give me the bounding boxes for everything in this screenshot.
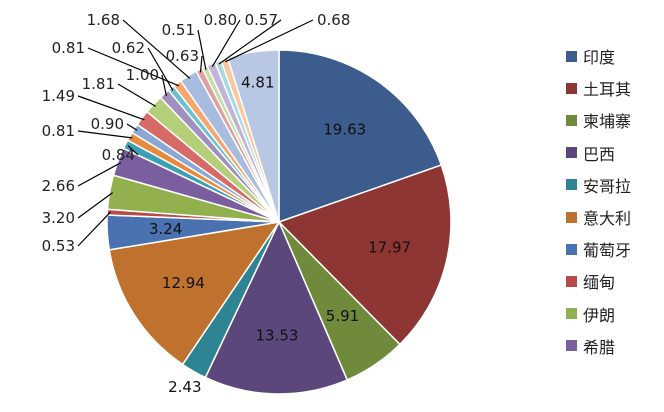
legend-label: 印度	[583, 48, 616, 68]
legend-item: 安哥拉	[566, 169, 662, 201]
callout-line	[197, 29, 207, 70]
data-label: 0.81	[42, 122, 75, 140]
legend-label: 柬埔寨	[583, 112, 632, 132]
legend-swatch	[566, 275, 577, 287]
legend-swatch	[566, 340, 577, 352]
data-label: 2.66	[42, 177, 75, 195]
pie-slices	[106, 49, 452, 395]
callout-line	[77, 130, 133, 139]
callout-line	[117, 83, 157, 107]
data-label: 0.68	[317, 11, 350, 29]
data-labels: 19.63 17.97 5.91 13.53 2.43 12.94 3.24 0.53 3.20…	[42, 11, 411, 396]
data-label: 19.63	[323, 120, 366, 138]
legend-label: 缅甸	[583, 273, 616, 293]
callout-line	[147, 47, 174, 91]
legend-swatch	[566, 308, 577, 320]
data-label: 0.84	[102, 146, 135, 164]
legend-swatch	[566, 50, 577, 62]
chart-legend: 印度土耳其柬埔寨巴西安哥拉意大利葡萄牙缅甸伊朗希腊	[566, 40, 662, 362]
legend-item: 缅甸	[566, 265, 662, 297]
legend-swatch	[566, 179, 577, 191]
callout-line	[127, 145, 139, 156]
pie-slice-土耳其	[277, 164, 452, 346]
pie-slice-巴西	[204, 220, 349, 395]
data-label: 3.24	[149, 220, 182, 238]
legend-item: 葡萄牙	[566, 233, 662, 265]
callout-line	[225, 19, 314, 63]
legend-swatch	[566, 147, 577, 159]
data-label: 0.80	[204, 11, 237, 29]
data-label: 12.94	[162, 274, 205, 292]
legend-label: 巴西	[583, 144, 616, 164]
legend-label: 意大利	[583, 209, 632, 229]
legend-swatch	[566, 114, 577, 126]
legend-swatch	[566, 211, 577, 223]
legend-swatch	[566, 243, 577, 255]
legend-item: 印度	[566, 40, 662, 72]
callout-line	[126, 123, 138, 131]
callout-line	[199, 55, 203, 73]
legend-item: 土耳其	[566, 72, 662, 104]
data-label: 0.57	[245, 11, 278, 29]
legend-item: 柬埔寨	[566, 104, 662, 136]
callout-line	[77, 95, 145, 121]
data-label: 0.51	[162, 21, 195, 39]
pie-slice-意大利	[108, 220, 281, 366]
data-label: 1.81	[82, 75, 115, 93]
legend-label: 安哥拉	[583, 176, 632, 196]
data-label: 2.43	[168, 378, 201, 396]
data-label: 1.49	[42, 87, 75, 105]
data-label: 3.20	[42, 209, 75, 227]
data-label: 0.53	[42, 237, 75, 255]
callout-line	[218, 19, 282, 65]
data-label: 0.90	[91, 115, 124, 133]
legend-item: 伊朗	[566, 298, 662, 330]
legend-item: 意大利	[566, 201, 662, 233]
data-label: 1.68	[87, 11, 120, 29]
callout-line	[77, 211, 111, 247]
legend-label: 土耳其	[583, 80, 632, 100]
data-label: 0.63	[166, 47, 199, 65]
callout-line	[87, 47, 180, 87]
callout-line	[77, 162, 122, 187]
legend-item: 希腊	[566, 330, 662, 362]
legend-label: 葡萄牙	[583, 241, 632, 261]
legend-item: 巴西	[566, 137, 662, 169]
data-label: 13.53	[256, 327, 299, 345]
callout-line	[122, 19, 191, 79]
data-label: 1.00	[126, 66, 159, 84]
legend-label: 伊朗	[583, 305, 616, 325]
callout-line	[77, 192, 113, 219]
callout-line	[211, 19, 241, 68]
data-label: 4.81	[241, 74, 274, 92]
legend-swatch	[566, 82, 577, 94]
data-label: 17.97	[368, 239, 411, 257]
data-label: 5.91	[326, 307, 359, 325]
data-label: 0.81	[52, 39, 85, 57]
legend-label: 希腊	[583, 337, 616, 357]
data-label: 0.62	[112, 39, 145, 57]
callout-lines	[77, 19, 314, 247]
